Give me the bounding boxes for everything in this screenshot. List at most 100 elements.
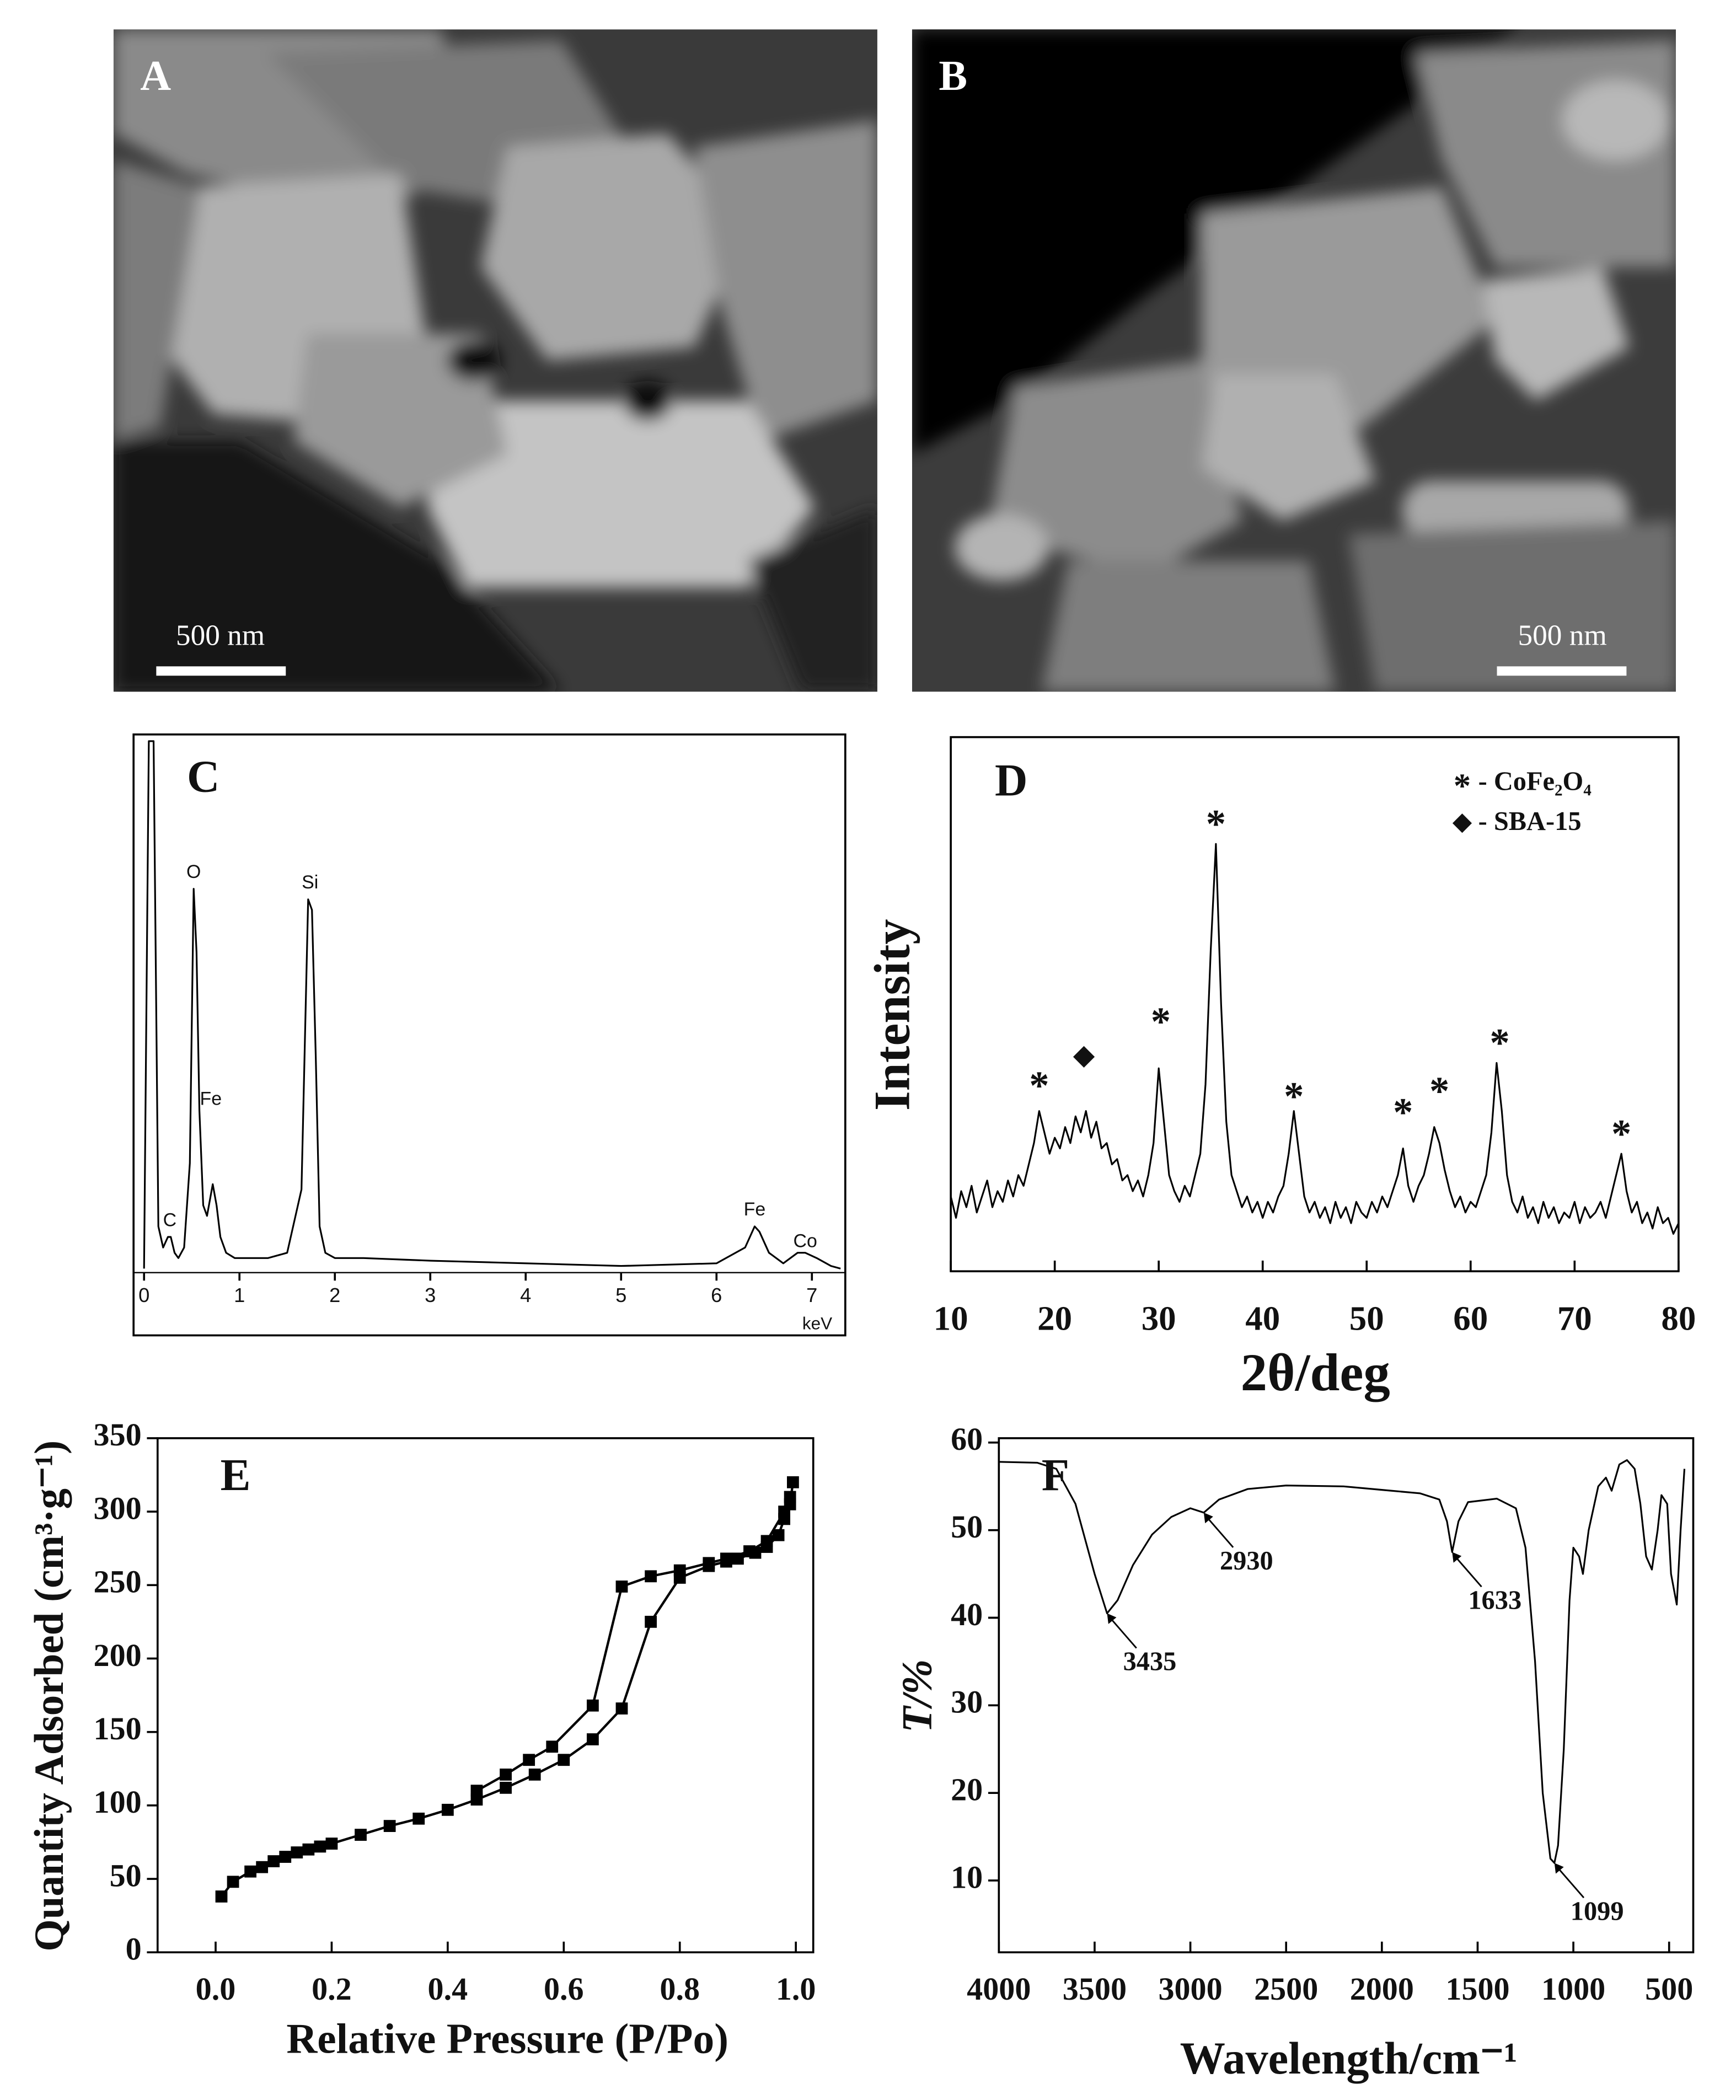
y-tick-label: 50 (951, 1509, 983, 1545)
legend-text: - CoFe₂O₄ (1478, 767, 1592, 796)
peak-marker: * (1284, 1074, 1304, 1118)
peak-marker: * (1206, 801, 1226, 846)
data-point (615, 1702, 628, 1715)
x-tick-label: 2 (329, 1284, 340, 1306)
panel-label: C (187, 751, 219, 801)
arrow-head (1203, 1512, 1213, 1524)
data-line (476, 1496, 791, 1792)
data-point (314, 1840, 326, 1853)
data-line (999, 1459, 1686, 1864)
data-point (215, 1890, 228, 1903)
sem-image-b (912, 29, 1676, 692)
x-tick-label: 30 (1142, 1299, 1176, 1338)
x-axis-label: keV (802, 1314, 832, 1333)
data-point (778, 1506, 791, 1518)
x-axis-label: 2θ/deg (1241, 1343, 1390, 1402)
data-point (772, 1529, 785, 1541)
x-tick-label: 2000 (1350, 1971, 1414, 2007)
peak-marker: * (1489, 1020, 1509, 1065)
annotation: 2930 (1220, 1546, 1273, 1576)
x-tick-label: 40 (1245, 1299, 1280, 1338)
data-point (558, 1754, 570, 1766)
y-tick-label: 40 (951, 1597, 983, 1632)
x-tick-label: 5 (615, 1284, 626, 1306)
plot-frame (998, 1437, 1695, 1954)
x-tick-label: 0.4 (428, 1971, 468, 2007)
y-tick-label: 250 (94, 1564, 142, 1600)
data-line (220, 1482, 795, 1898)
annotation-arrow (1454, 1555, 1482, 1588)
data-point (786, 1476, 799, 1488)
x-tick-label: 3 (425, 1284, 436, 1306)
data-point (412, 1812, 425, 1825)
data-point (645, 1615, 657, 1628)
plot-area (215, 1476, 799, 1903)
annotation: Fe (200, 1088, 222, 1109)
y-tick-label: 350 (94, 1417, 142, 1453)
scale-bar-label: 500 nm (176, 619, 265, 652)
x-tick-label: 3500 (1063, 1971, 1127, 2007)
peak-marker: * (1029, 1063, 1049, 1108)
x-tick-label: 6 (711, 1284, 722, 1306)
annotation: 1633 (1468, 1586, 1521, 1615)
data-point (673, 1564, 686, 1577)
x-tick-label: 7 (806, 1284, 817, 1306)
plot-frame (950, 736, 1680, 1273)
x-tick-label: 0.8 (660, 1971, 700, 2007)
data-point (743, 1545, 756, 1557)
data-point (470, 1785, 483, 1797)
x-tick-label: 1000 (1541, 1971, 1605, 2007)
y-tick-label: 30 (951, 1684, 983, 1720)
data-point (760, 1535, 773, 1547)
data-point (703, 1557, 715, 1569)
data-point (720, 1552, 732, 1565)
data-point (256, 1861, 269, 1873)
data-point (227, 1876, 239, 1888)
y-tick-label: 200 (94, 1637, 142, 1673)
annotation: Si (302, 872, 318, 893)
data-point (302, 1843, 315, 1856)
data-point (587, 1699, 599, 1712)
data-point (500, 1768, 512, 1781)
x-tick-label: 10 (934, 1299, 968, 1338)
y-tick-label: 20 (951, 1771, 983, 1807)
data-point (546, 1740, 559, 1753)
data-point (383, 1820, 396, 1833)
annotation: 1099 (1571, 1897, 1624, 1926)
data-point (523, 1754, 535, 1766)
data-point (325, 1838, 338, 1850)
y-tick-label: 50 (110, 1857, 142, 1893)
panel-label: B (939, 52, 967, 99)
x-tick-label: 60 (1453, 1299, 1488, 1338)
annotation: 3435 (1123, 1647, 1177, 1676)
x-axis-label: Wavelength/cm⁻¹ (1180, 2033, 1518, 2083)
plot-area (999, 1459, 1686, 1864)
legend-text: - SBA-15 (1478, 807, 1582, 836)
arrow-head (1107, 1613, 1117, 1624)
y-tick-label: 10 (951, 1859, 983, 1895)
data-line (951, 843, 1679, 1235)
x-tick-label: 4000 (967, 1971, 1031, 2007)
y-axis-label: T/% (893, 1659, 941, 1733)
y-tick-label: 0 (126, 1931, 142, 1967)
y-tick-label: 300 (94, 1490, 142, 1526)
data-point (528, 1768, 541, 1781)
plot-frame (156, 1437, 815, 1954)
scale-bar (156, 666, 286, 676)
data-point (355, 1829, 367, 1841)
scale-bar-label: 500 nm (1518, 619, 1607, 652)
peak-marker: ◆ (1073, 1041, 1095, 1070)
panel-label: A (140, 52, 171, 99)
x-tick-label: 4 (520, 1284, 531, 1306)
annotation-arrow (1556, 1866, 1585, 1899)
x-tick-label: 80 (1661, 1299, 1696, 1338)
data-point (279, 1851, 292, 1863)
annotation: C (163, 1209, 176, 1230)
y-tick-label: 100 (94, 1784, 142, 1820)
data-line (143, 740, 841, 1269)
x-tick-label: 2500 (1254, 1971, 1318, 2007)
data-point (615, 1581, 628, 1593)
panel-label: F (1042, 1450, 1069, 1500)
